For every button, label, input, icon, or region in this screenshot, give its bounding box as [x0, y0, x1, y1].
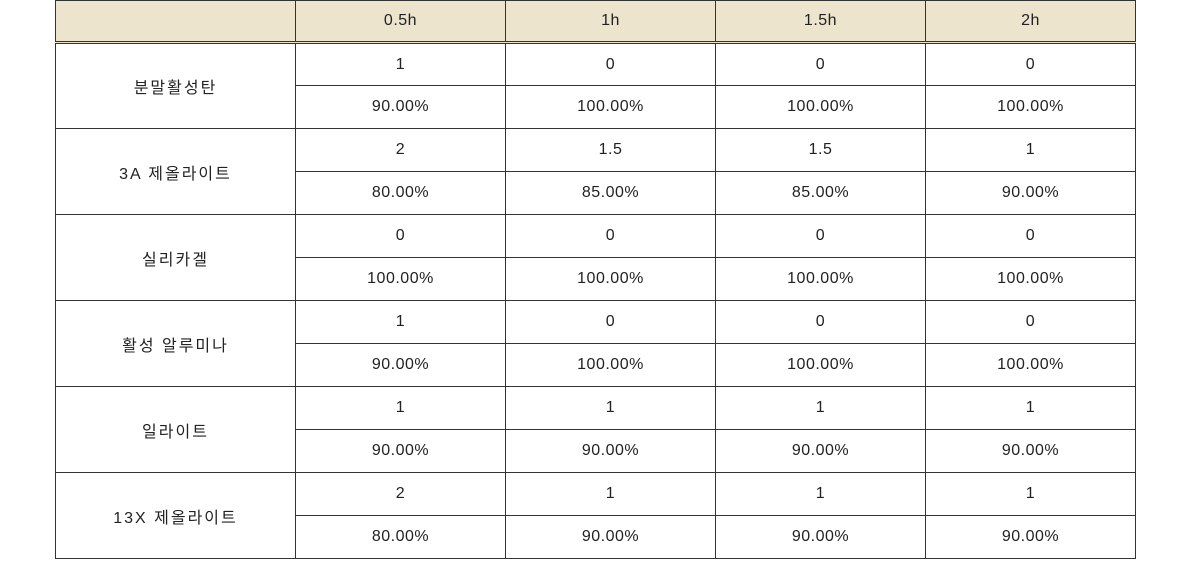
cell-value: 0	[716, 301, 926, 344]
cell-percent: 85.00%	[506, 172, 716, 215]
cell-percent: 100.00%	[506, 258, 716, 301]
table-row: 3A 제올라이트 2 1.5 1.5 1	[56, 129, 1136, 172]
cell-value: 1	[506, 473, 716, 516]
row-label: 일라이트	[56, 387, 296, 473]
cell-percent: 90.00%	[296, 86, 506, 129]
cell-percent: 85.00%	[716, 172, 926, 215]
cell-value: 0	[506, 43, 716, 86]
cell-percent: 100.00%	[716, 86, 926, 129]
table-row: 분말활성탄 1 0 0 0	[56, 43, 1136, 86]
cell-value: 1.5	[716, 129, 926, 172]
cell-percent: 80.00%	[296, 172, 506, 215]
cell-value: 1	[926, 129, 1136, 172]
col-header-blank	[56, 1, 296, 43]
cell-percent: 90.00%	[926, 172, 1136, 215]
cell-value: 1	[926, 473, 1136, 516]
row-label: 분말활성탄	[56, 43, 296, 129]
table-row: 실리카겔 0 0 0 0	[56, 215, 1136, 258]
cell-value: 0	[926, 43, 1136, 86]
cell-value: 0	[506, 215, 716, 258]
data-table: 0.5h 1h 1.5h 2h 분말활성탄 1 0 0 0 90.00% 100…	[55, 0, 1136, 559]
cell-value: 1	[926, 387, 1136, 430]
cell-value: 1	[296, 301, 506, 344]
cell-value: 1	[716, 387, 926, 430]
cell-percent: 90.00%	[926, 430, 1136, 473]
cell-value: 0	[926, 215, 1136, 258]
col-header-1h: 1h	[506, 1, 716, 43]
cell-percent: 100.00%	[926, 344, 1136, 387]
cell-percent: 100.00%	[926, 258, 1136, 301]
cell-percent: 90.00%	[716, 430, 926, 473]
cell-percent: 90.00%	[716, 516, 926, 559]
cell-percent: 100.00%	[506, 86, 716, 129]
cell-value: 0	[926, 301, 1136, 344]
cell-value: 2	[296, 473, 506, 516]
row-label: 실리카겔	[56, 215, 296, 301]
cell-percent: 100.00%	[296, 258, 506, 301]
cell-value: 0	[506, 301, 716, 344]
cell-value: 0	[296, 215, 506, 258]
table-row: 일라이트 1 1 1 1	[56, 387, 1136, 430]
cell-percent: 90.00%	[296, 430, 506, 473]
cell-percent: 90.00%	[506, 516, 716, 559]
cell-percent: 100.00%	[506, 344, 716, 387]
cell-value: 0	[716, 215, 926, 258]
cell-value: 1	[296, 43, 506, 86]
cell-value: 1	[716, 473, 926, 516]
cell-value: 1.5	[506, 129, 716, 172]
cell-percent: 90.00%	[506, 430, 716, 473]
col-header-0p5h: 0.5h	[296, 1, 506, 43]
table-header-row: 0.5h 1h 1.5h 2h	[56, 1, 1136, 43]
cell-percent: 90.00%	[926, 516, 1136, 559]
cell-percent: 100.00%	[926, 86, 1136, 129]
cell-percent: 100.00%	[716, 344, 926, 387]
data-table-container: 0.5h 1h 1.5h 2h 분말활성탄 1 0 0 0 90.00% 100…	[55, 0, 1135, 559]
table-row: 활성 알루미나 1 0 0 0	[56, 301, 1136, 344]
row-label: 13X 제올라이트	[56, 473, 296, 559]
cell-value: 1	[506, 387, 716, 430]
cell-percent: 90.00%	[296, 344, 506, 387]
row-label: 활성 알루미나	[56, 301, 296, 387]
row-label: 3A 제올라이트	[56, 129, 296, 215]
cell-percent: 100.00%	[716, 258, 926, 301]
col-header-1p5h: 1.5h	[716, 1, 926, 43]
table-row: 13X 제올라이트 2 1 1 1	[56, 473, 1136, 516]
cell-value: 1	[296, 387, 506, 430]
cell-value: 0	[716, 43, 926, 86]
cell-value: 2	[296, 129, 506, 172]
col-header-2h: 2h	[926, 1, 1136, 43]
cell-percent: 80.00%	[296, 516, 506, 559]
